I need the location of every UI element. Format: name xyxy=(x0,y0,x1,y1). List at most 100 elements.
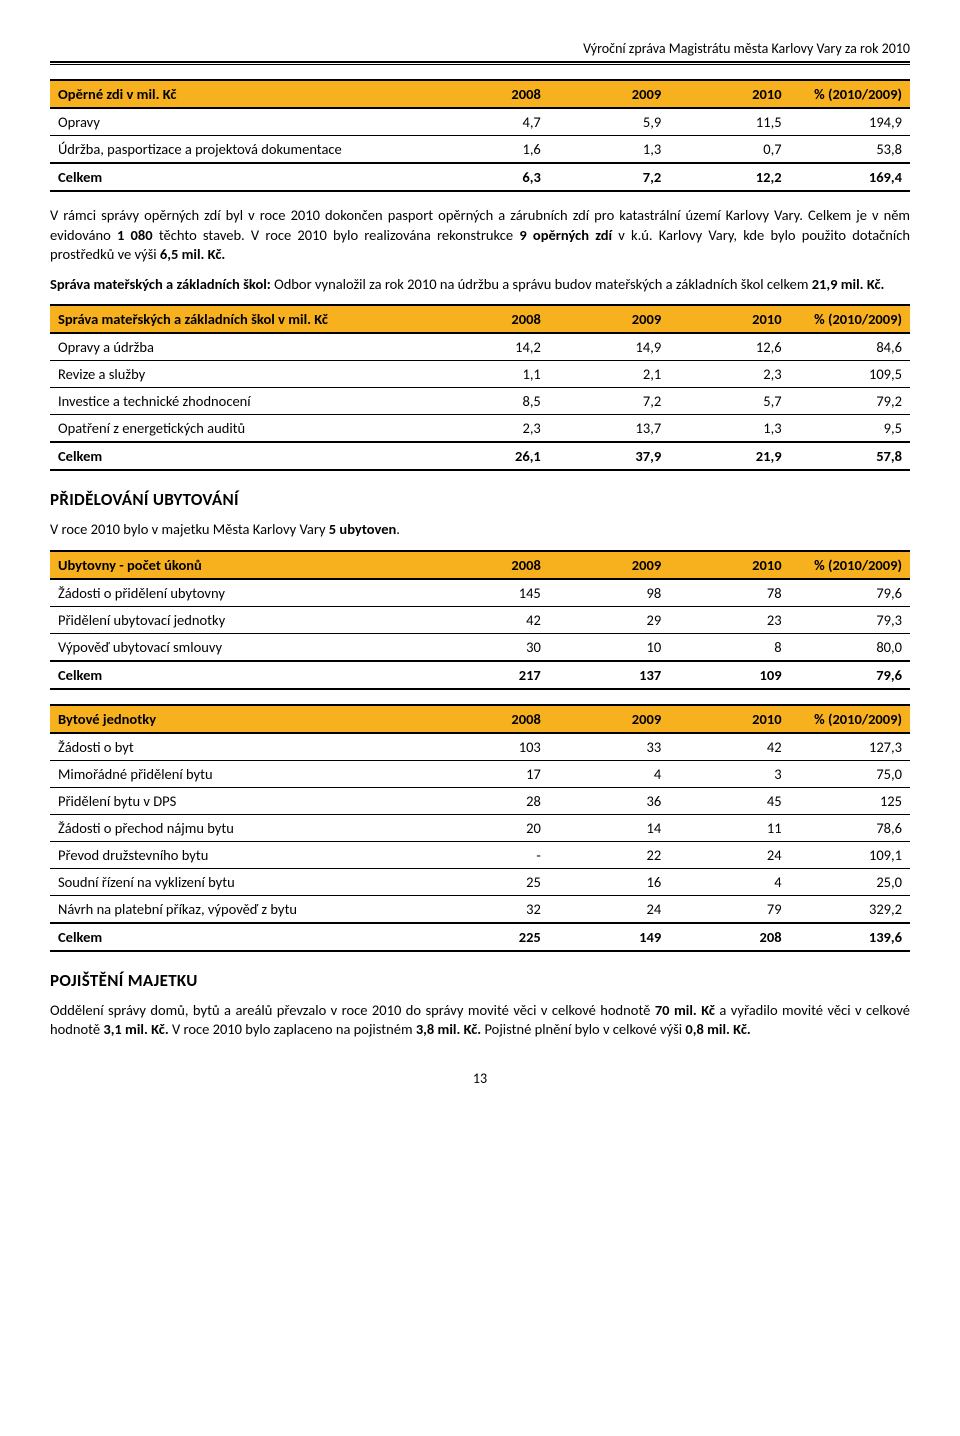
row-label: Soudní řízení na vyklizení bytu xyxy=(50,868,428,895)
table-cell: 137 xyxy=(549,661,669,689)
table-cell: 29 xyxy=(549,606,669,633)
table-cell: 145 xyxy=(428,579,548,607)
table-cell: 1,6 xyxy=(428,136,548,164)
row-label: Žádosti o přechod nájmu bytu xyxy=(50,814,428,841)
table-cell: 78 xyxy=(669,579,789,607)
table-cell: 208 xyxy=(669,923,789,951)
table-cell: 25,0 xyxy=(790,868,910,895)
table-cell: 79 xyxy=(669,895,789,923)
table-header-cell: Ubytovny - počet úkonů xyxy=(50,551,428,579)
table-cell: 194,9 xyxy=(790,108,910,136)
table-cell: 11 xyxy=(669,814,789,841)
table-row: Investice a technické zhodnocení8,57,25,… xyxy=(50,388,910,415)
row-label: Převod družstevního bytu xyxy=(50,841,428,868)
row-label: Mimořádné přidělení bytu xyxy=(50,760,428,787)
table-header-cell: % (2010/2009) xyxy=(790,705,910,733)
table-cell: 4 xyxy=(549,760,669,787)
table-header-cell: 2008 xyxy=(428,551,548,579)
table-cell: 103 xyxy=(428,733,548,761)
table-header-cell: 2008 xyxy=(428,305,548,333)
table-cell: 4,7 xyxy=(428,108,548,136)
table-cell: 217 xyxy=(428,661,548,689)
table-cell: 14,2 xyxy=(428,333,548,361)
table-row: Opravy4,75,911,5194,9 xyxy=(50,108,910,136)
table-cell: 24 xyxy=(549,895,669,923)
table-row: Opravy a údržba14,214,912,684,6 xyxy=(50,333,910,361)
table-cell: 8 xyxy=(669,633,789,661)
table-cell: 25 xyxy=(428,868,548,895)
table-row: Žádosti o přechod nájmu bytu20141178,6 xyxy=(50,814,910,841)
table-row: Revize a služby1,12,12,3109,5 xyxy=(50,361,910,388)
table-cell: 13,7 xyxy=(549,415,669,443)
row-label: Celkem xyxy=(50,442,428,470)
table-cell: 329,2 xyxy=(790,895,910,923)
table-cell: 12,2 xyxy=(669,163,789,191)
table-row: Přidělení ubytovací jednotky42292379,3 xyxy=(50,606,910,633)
table-cell: 32 xyxy=(428,895,548,923)
table-total-row: Celkem6,37,212,2169,4 xyxy=(50,163,910,191)
table-cell: 2,1 xyxy=(549,361,669,388)
data-table: Bytové jednotky200820092010% (2010/2009)… xyxy=(50,704,910,952)
table-cell: 169,4 xyxy=(790,163,910,191)
table-header-cell: % (2010/2009) xyxy=(790,80,910,108)
table-row: Soudní řízení na vyklizení bytu2516425,0 xyxy=(50,868,910,895)
table-cell: 109,1 xyxy=(790,841,910,868)
table-cell: 4 xyxy=(669,868,789,895)
table-header-cell: 2010 xyxy=(669,80,789,108)
table-cell: 37,9 xyxy=(549,442,669,470)
row-label: Opatření z energetických auditů xyxy=(50,415,428,443)
table-cell: 79,2 xyxy=(790,388,910,415)
table-cell: 84,6 xyxy=(790,333,910,361)
table-header-cell: 2010 xyxy=(669,305,789,333)
table-row: Návrh na platební příkaz, výpověď z bytu… xyxy=(50,895,910,923)
body-paragraph: V rámci správy opěrných zdí byl v roce 2… xyxy=(50,206,910,265)
table-cell: 24 xyxy=(669,841,789,868)
table-cell: 16 xyxy=(549,868,669,895)
divider xyxy=(50,64,910,65)
table-cell: 109 xyxy=(669,661,789,689)
table-cell: 42 xyxy=(428,606,548,633)
data-table: Správa mateřských a základních škol v mi… xyxy=(50,304,910,471)
table-total-row: Celkem26,137,921,957,8 xyxy=(50,442,910,470)
table-row: Žádosti o přidělení ubytovny145987879,6 xyxy=(50,579,910,607)
table-header-cell: 2010 xyxy=(669,705,789,733)
table-header-cell: 2009 xyxy=(549,551,669,579)
table-cell: 28 xyxy=(428,787,548,814)
row-label: Údržba, pasportizace a projektová dokume… xyxy=(50,136,428,164)
row-label: Celkem xyxy=(50,661,428,689)
table-cell: 225 xyxy=(428,923,548,951)
table-cell: 36 xyxy=(549,787,669,814)
row-label: Přidělení bytu v DPS xyxy=(50,787,428,814)
divider xyxy=(50,61,910,63)
table-cell: 9,5 xyxy=(790,415,910,443)
body-paragraph: V roce 2010 bylo v majetku Města Karlovy… xyxy=(50,520,910,540)
table-cell: 98 xyxy=(549,579,669,607)
table-header-cell: 2008 xyxy=(428,80,548,108)
table-total-row: Celkem21713710979,6 xyxy=(50,661,910,689)
table-row: Žádosti o byt1033342127,3 xyxy=(50,733,910,761)
table-cell: 5,7 xyxy=(669,388,789,415)
table-cell: 26,1 xyxy=(428,442,548,470)
row-label: Investice a technické zhodnocení xyxy=(50,388,428,415)
table-header-cell: % (2010/2009) xyxy=(790,551,910,579)
row-label: Žádosti o přidělení ubytovny xyxy=(50,579,428,607)
table-cell: 79,6 xyxy=(790,661,910,689)
table-cell: 1,3 xyxy=(669,415,789,443)
table-cell: 6,3 xyxy=(428,163,548,191)
table-cell: 8,5 xyxy=(428,388,548,415)
data-table: Ubytovny - počet úkonů200820092010% (201… xyxy=(50,550,910,690)
row-label: Žádosti o byt xyxy=(50,733,428,761)
table-cell: 125 xyxy=(790,787,910,814)
table-cell: 57,8 xyxy=(790,442,910,470)
table-header-cell: Správa mateřských a základních škol v mi… xyxy=(50,305,428,333)
page-header: Výroční zpráva Magistrátu města Karlovy … xyxy=(50,40,910,59)
table-cell: 79,6 xyxy=(790,579,910,607)
table-header-cell: % (2010/2009) xyxy=(790,305,910,333)
table-cell: 12,6 xyxy=(669,333,789,361)
table-row: Přidělení bytu v DPS283645125 xyxy=(50,787,910,814)
row-label: Revize a služby xyxy=(50,361,428,388)
table-cell: 7,2 xyxy=(549,388,669,415)
row-label: Celkem xyxy=(50,163,428,191)
row-label: Výpověď ubytovací smlouvy xyxy=(50,633,428,661)
table-cell: 17 xyxy=(428,760,548,787)
